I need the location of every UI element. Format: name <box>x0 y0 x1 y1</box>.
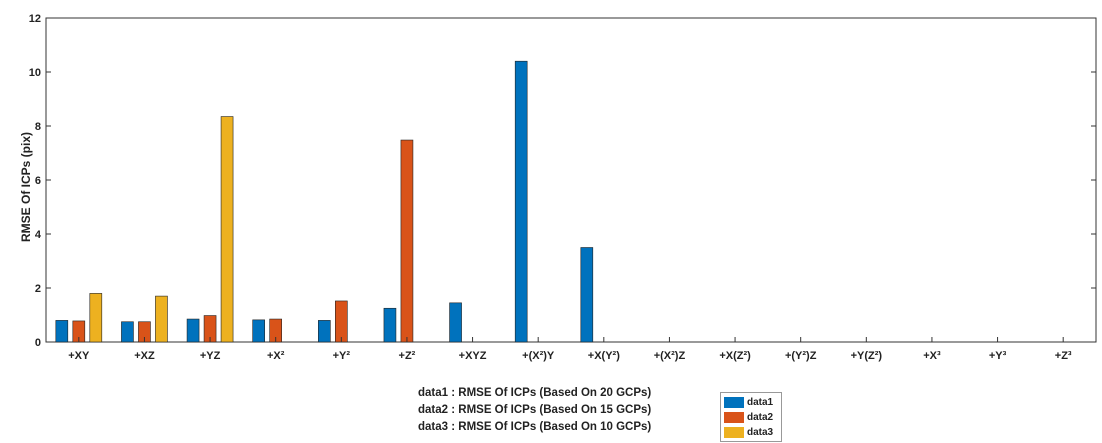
bar-data1-8 <box>514 60 528 343</box>
bars <box>55 60 594 343</box>
legend-entry-data1: data1 <box>724 395 773 409</box>
y-axis-label: RMSE Of ICPs (pix) <box>19 132 33 242</box>
plot-frame <box>45 17 1097 343</box>
bar-data2-6 <box>400 139 414 343</box>
legend-swatch-data3 <box>724 426 744 438</box>
bar-data1-2 <box>121 321 134 343</box>
x-tick-label: +(Y²)Z <box>785 350 817 362</box>
x-tick-label: +X(Y²) <box>588 350 620 362</box>
x-tick-label: +YZ <box>200 350 221 362</box>
series-note-2: data2 : RMSE Of ICPs (Based On 15 GCPs) <box>418 404 652 416</box>
y-tick-label: 2 <box>35 283 41 295</box>
legend-label-data3: data3 <box>747 426 774 438</box>
x-tick-label: +XZ <box>134 350 155 362</box>
bar-data3-2 <box>155 295 168 343</box>
x-tick-label: +Y(Z²) <box>851 350 883 362</box>
y-tick-label: 6 <box>35 175 41 187</box>
bar-data1-5 <box>318 320 331 343</box>
series-note-1: data1 : RMSE Of ICPs (Based On 20 GCPs) <box>418 387 652 399</box>
y-tick-label: 12 <box>29 13 41 25</box>
x-tick-label: +Z² <box>399 350 416 362</box>
y-tick-label: 0 <box>35 337 41 349</box>
bar-data1-9 <box>580 247 594 343</box>
bar-data3-3 <box>220 116 234 343</box>
bar-data1-7 <box>449 302 462 343</box>
axes <box>45 17 1097 343</box>
bar-data1-3 <box>186 318 200 343</box>
bar-data3-1 <box>89 293 103 343</box>
x-ticks: +XY +XZ +YZ +X² +Y² +Z² +XYZ +(X²)Y +X(Y²) +(X²)Z… <box>68 337 1072 362</box>
x-tick-label: +X³ <box>923 350 941 362</box>
x-tick-label: +Y² <box>333 350 351 362</box>
x-tick-label: +XY <box>68 350 90 362</box>
y-ticks: 0 2 4 6 8 10 12 <box>29 13 1096 349</box>
legend-label-data1: data1 <box>747 396 774 408</box>
legend-entry-data3: data3 <box>724 425 773 439</box>
legend-swatch-data1 <box>724 396 744 408</box>
x-tick-label: +X² <box>267 350 285 362</box>
series-note-3: data3 : RMSE Of ICPs (Based On 10 GCPs) <box>418 421 652 433</box>
bar-data1-1 <box>55 320 69 343</box>
bar-data1-4 <box>252 319 265 343</box>
x-tick-label: +(X²)Z <box>654 350 686 362</box>
x-tick-label: +(X²)Y <box>522 350 555 362</box>
x-tick-label: +Z³ <box>1055 350 1072 362</box>
bar-data2-5 <box>335 300 348 343</box>
bar-data1-6 <box>383 307 397 343</box>
y-tick-label: 4 <box>35 229 42 241</box>
y-tick-label: 10 <box>29 67 41 79</box>
y-tick-label: 8 <box>35 121 41 133</box>
legend-entry-data2: data2 <box>724 410 773 424</box>
x-tick-label: +Y³ <box>989 350 1007 362</box>
x-tick-label: +XYZ <box>459 350 487 362</box>
legend-label-data2: data2 <box>747 411 774 423</box>
legend: data1 data2 data3 <box>720 392 782 442</box>
legend-swatch-data2 <box>724 411 744 423</box>
x-tick-label: +X(Z²) <box>719 350 751 362</box>
